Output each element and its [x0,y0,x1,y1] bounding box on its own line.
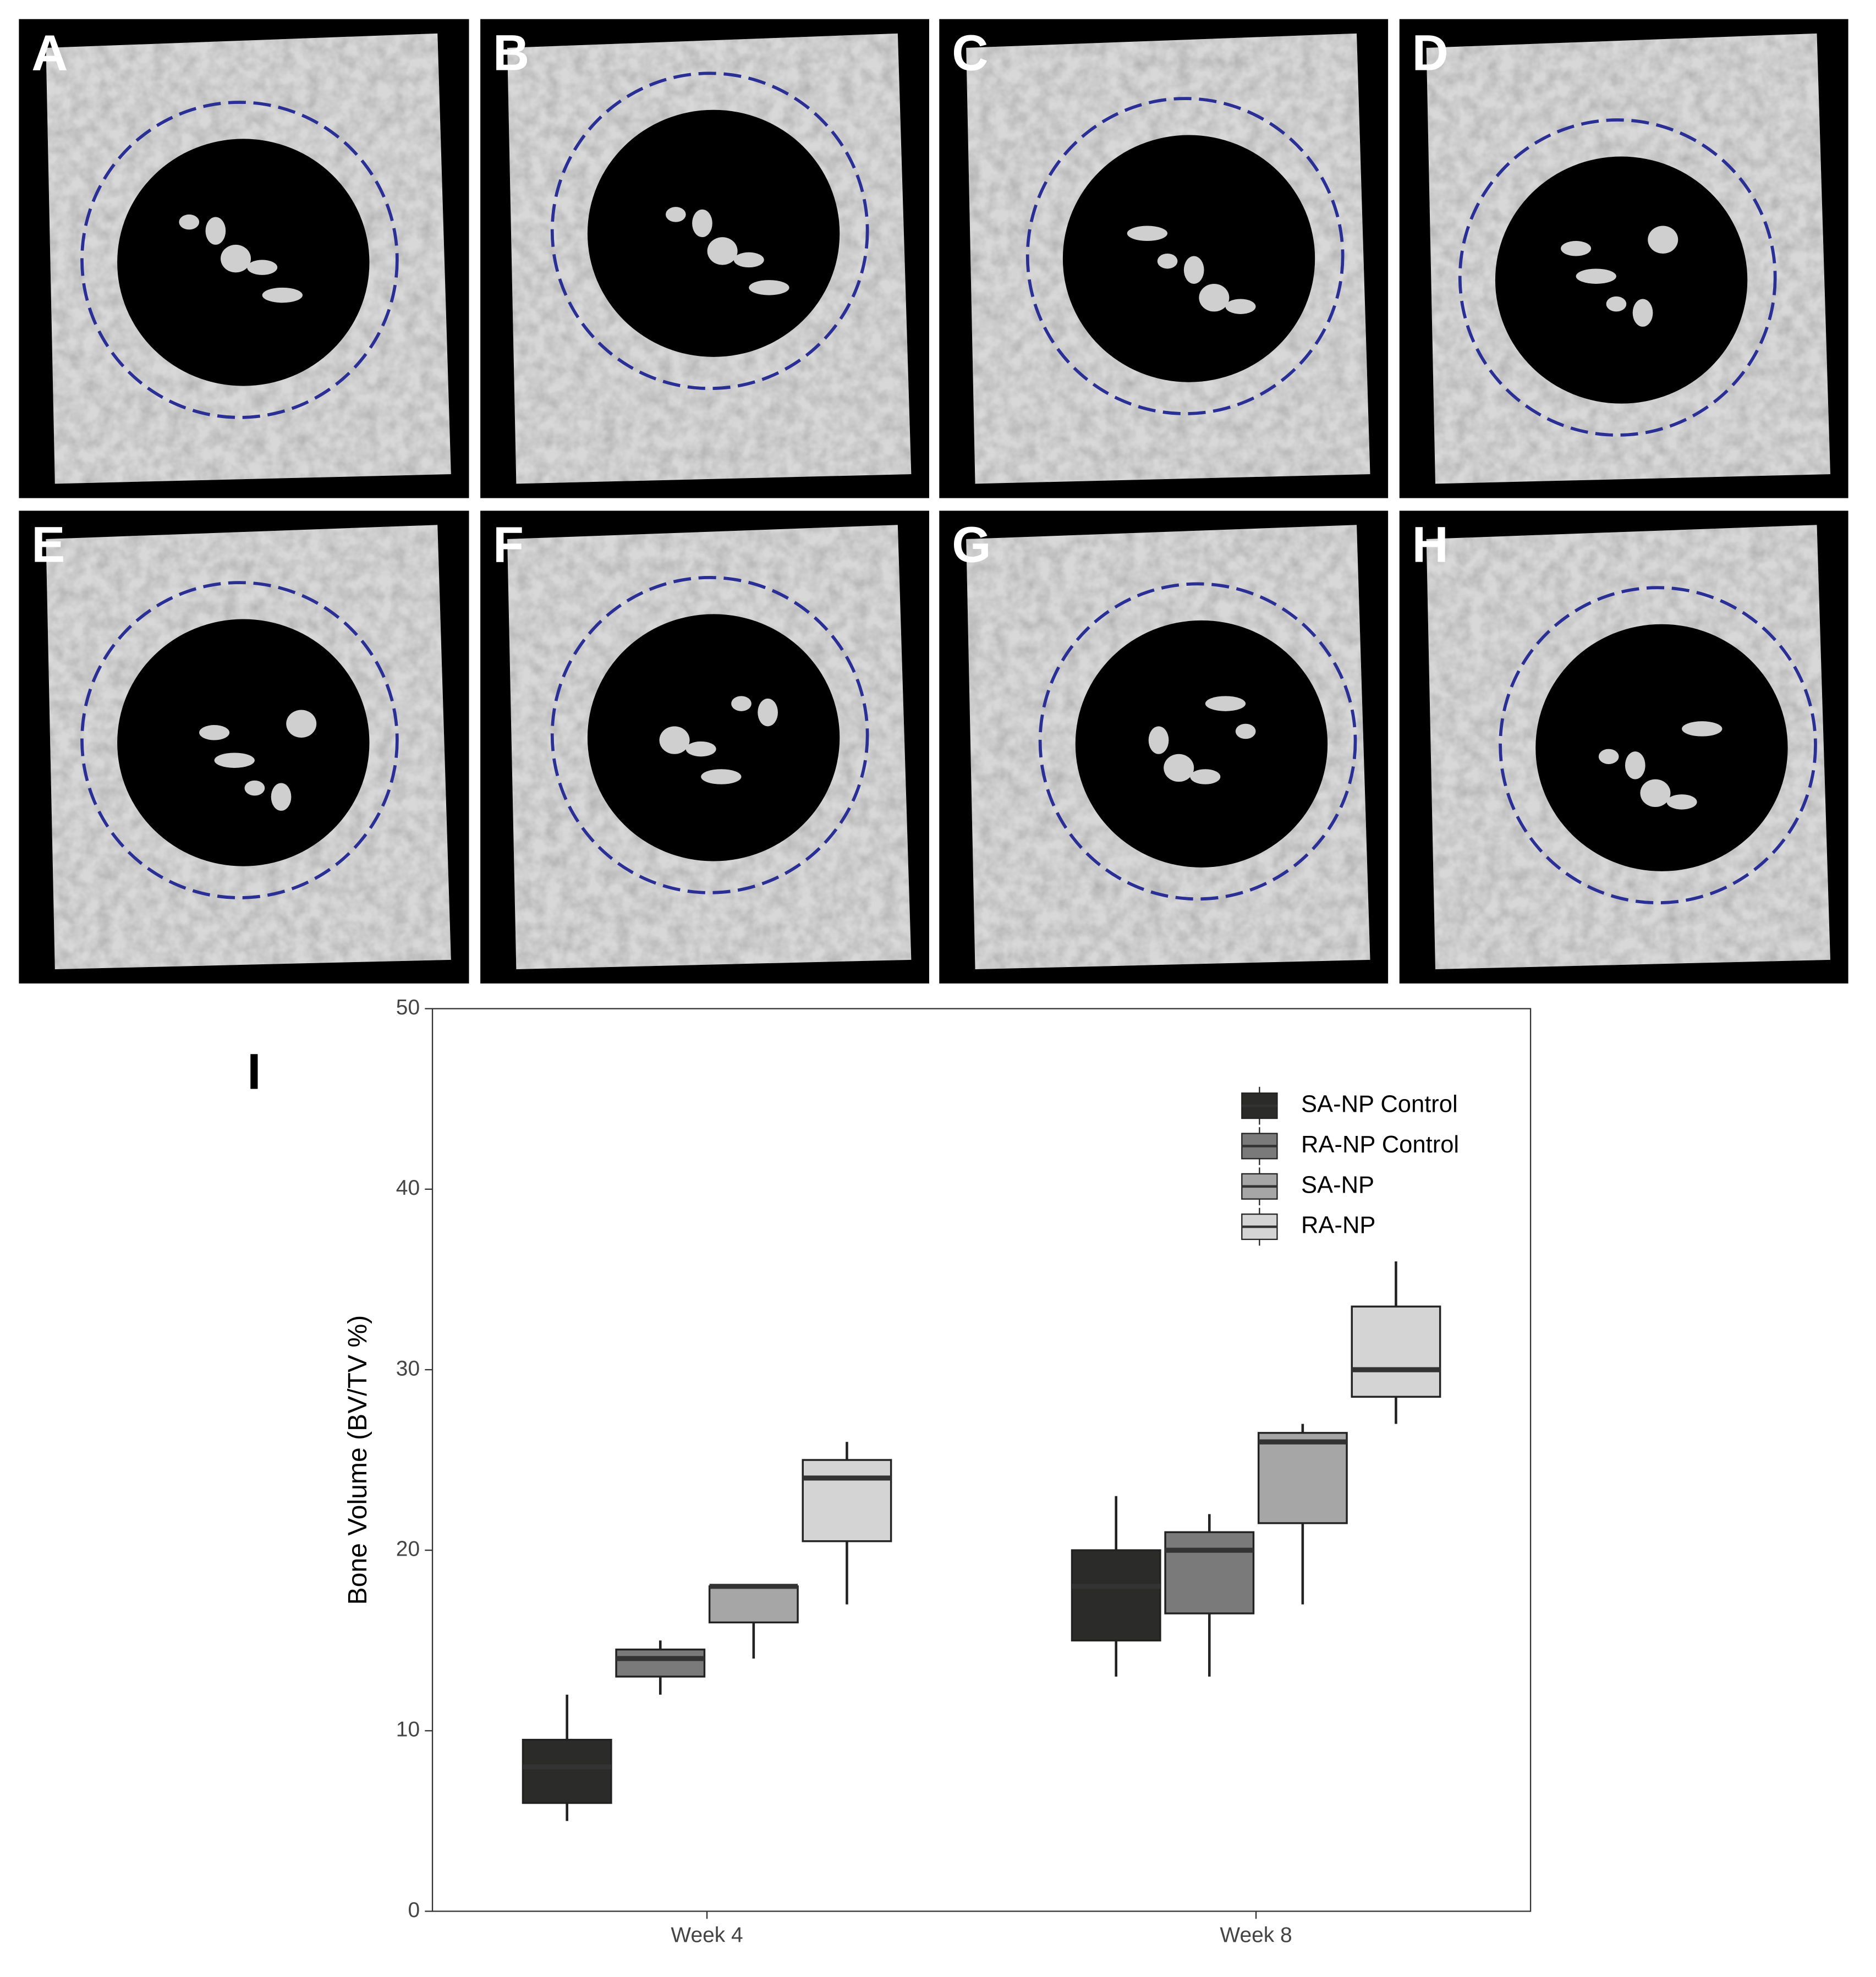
bone-fragment [1190,769,1221,784]
bone-fragment [666,207,686,222]
bone-fragment [221,244,251,273]
bone-fragment [749,280,789,295]
bone-fragment [1164,754,1194,782]
bone-fragment [1632,299,1653,327]
ct-panel: A [19,19,469,498]
legend-label: RA-NP Control [1301,1132,1459,1158]
bone-fragment [262,287,303,303]
bone-fragment [701,769,742,784]
bone-fragment [1205,696,1246,711]
box [1351,1305,1441,1398]
x-tick-label: Week 4 [671,1924,743,1947]
panel-label: A [31,25,68,81]
bone-fragment [692,209,712,238]
defect-hole [587,109,840,357]
bone-fragment [685,741,716,757]
defect-outline [1038,582,1357,901]
box [802,1459,892,1542]
y-tick-label: 50 [396,996,420,1019]
y-axis-label: Bone Volume (BV/TV %) [343,1315,372,1605]
legend-label: SA-NP [1301,1172,1374,1198]
ct-panel: F [480,510,929,984]
defect-outline [80,101,399,419]
panel-label: G [952,517,991,573]
legend-label: SA-NP Control [1301,1091,1458,1118]
bone-fragment [271,783,292,811]
bone-fragment [1640,779,1671,807]
plot-frame [431,1008,1532,1912]
bone-fragment [1606,296,1627,312]
ct-panel: E [19,510,469,984]
x-tick-label: Week 8 [1220,1924,1292,1947]
bone-fragment [1157,253,1178,269]
box [1164,1531,1255,1614]
bone-fragment [659,726,690,754]
defect-hole [1495,156,1748,404]
y-tick-label: 0 [408,1898,420,1922]
box [522,1739,612,1804]
bone-fragment [1561,241,1592,256]
defect-outline [1458,118,1777,437]
bone-fragment [1148,726,1169,754]
bone-fragment [1199,283,1230,312]
bone-fragment [1576,268,1616,284]
panel-label: B [493,25,529,81]
bone-fragment [214,753,255,768]
panel-label: I [247,1044,261,1100]
defect-outline [550,576,869,894]
ct-panel: D [1399,19,1848,498]
y-tick-label: 10 [396,1718,420,1742]
defect-outline [1499,586,1817,905]
bone-fragment [199,725,230,740]
ct-panel: B [480,19,929,498]
ct-panel: G [939,510,1389,984]
bone-fragment [758,698,778,727]
y-tick-label: 30 [396,1357,420,1380]
bone-fragment [1625,751,1645,779]
bone-fragment [247,260,278,275]
bone-fragment [205,217,226,245]
ct-panel: C [939,19,1389,498]
bone-fragment [1127,226,1168,241]
bone-fragment [1225,299,1256,314]
box [708,1585,799,1624]
ct-panel: H [1399,510,1848,984]
bone-fragment [1235,723,1256,739]
defect-outline [80,581,399,899]
panel-label: F [493,517,524,573]
bone-fragment [244,780,265,796]
defect-hole [1075,620,1328,867]
panel-label: E [31,517,65,573]
defect-hole [117,619,370,866]
defect-hole [1535,624,1788,871]
bone-fragment [286,710,317,738]
bone-fragment [1666,794,1697,810]
bone-fragment [1183,256,1204,284]
box [1257,1432,1348,1524]
bone-fragment [1598,749,1619,765]
bone-fragment [179,214,200,230]
box [615,1648,706,1678]
panel-label: H [1412,517,1449,573]
defect-hole [587,614,840,861]
legend-label: RA-NP [1301,1212,1375,1239]
defect-outline [1025,97,1345,415]
bone-fragment [733,252,764,268]
y-tick-label: 20 [396,1537,420,1561]
bone-fragment [707,237,738,265]
y-tick-label: 40 [396,1176,420,1200]
defect-outline [550,72,869,391]
panel-label: C [952,25,988,81]
bone-fragment [731,696,752,711]
box [1071,1549,1161,1641]
panel-label: D [1412,25,1449,81]
bone-fragment [1682,721,1723,737]
bone-fragment [1648,226,1678,254]
